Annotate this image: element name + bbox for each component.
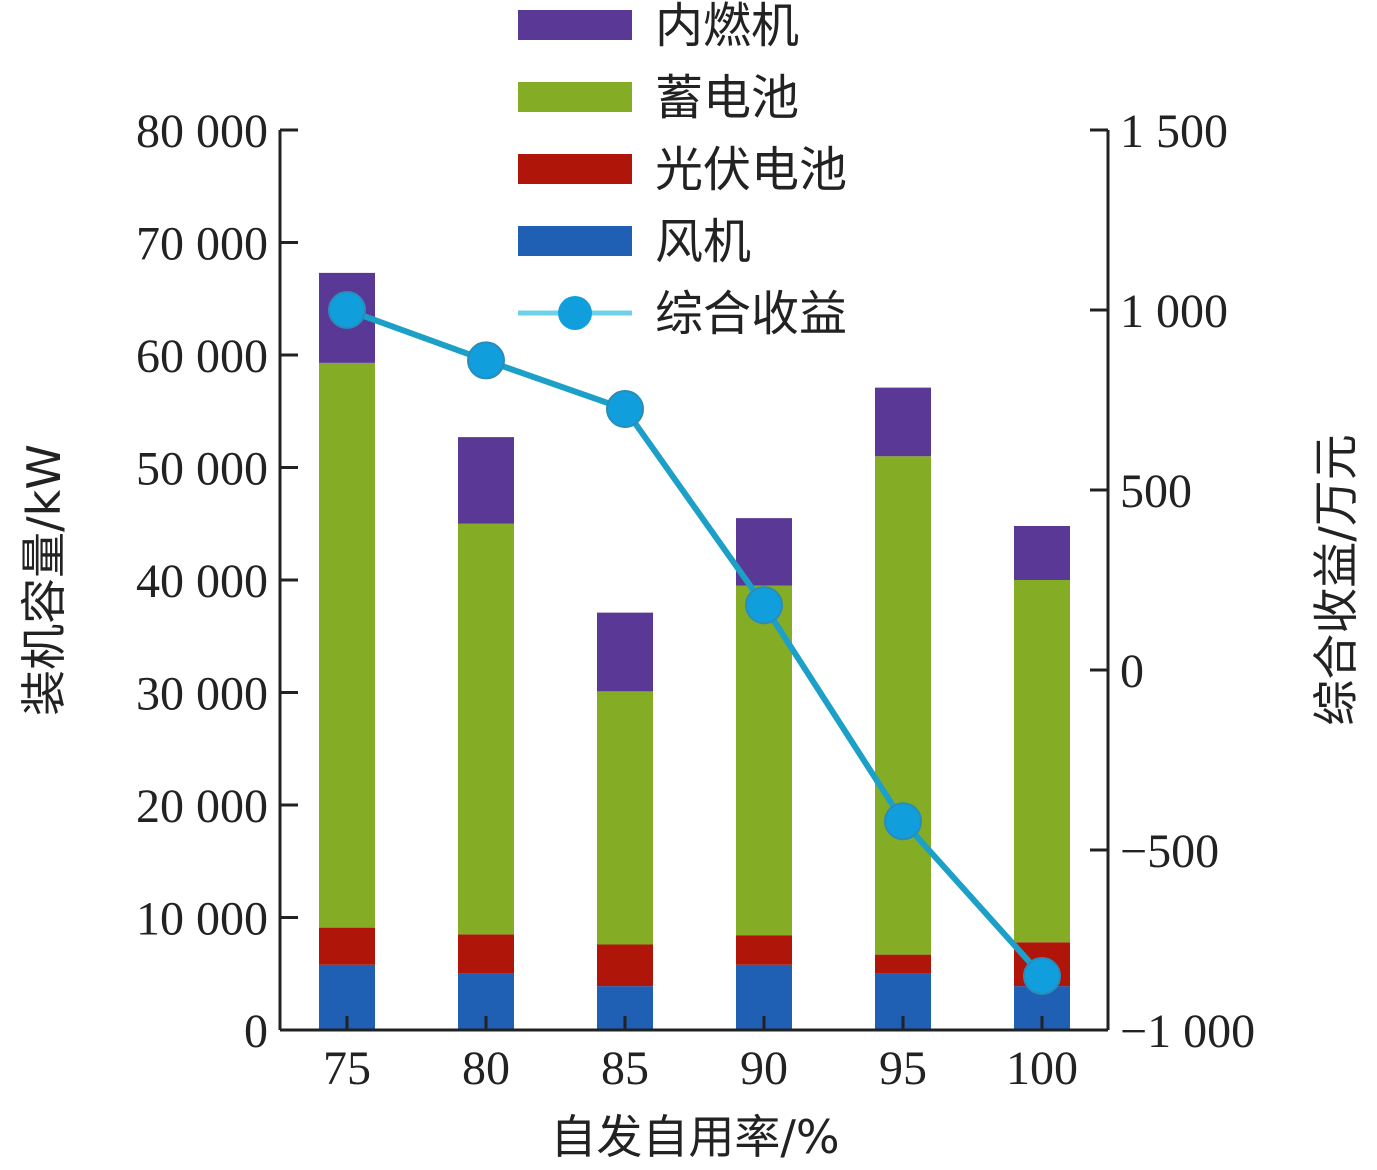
y2-axis-title: 综合收益/万元 bbox=[1309, 434, 1363, 726]
y2-tick-label: 1 000 bbox=[1120, 285, 1228, 338]
bar-segment bbox=[458, 934, 514, 974]
x-tick-label: 90 bbox=[740, 1042, 788, 1095]
y-tick-label: 10 000 bbox=[136, 893, 268, 946]
bar-segment bbox=[319, 362, 375, 928]
x-tick-label: 75 bbox=[323, 1042, 371, 1095]
bar-segment bbox=[458, 523, 514, 935]
y2-tick-label: −1 000 bbox=[1120, 1005, 1255, 1058]
bar-segment bbox=[597, 691, 653, 945]
legend-label: 综合收益 bbox=[655, 286, 847, 342]
line-series-path bbox=[345, 307, 1045, 979]
y-tick-label: 20 000 bbox=[136, 780, 268, 833]
line-point bbox=[884, 802, 922, 841]
y-tick-label: 70 000 bbox=[136, 218, 268, 271]
line-layer bbox=[328, 291, 1061, 995]
y-tick-label: 0 bbox=[244, 1005, 268, 1058]
legend-marker-swatch bbox=[558, 296, 592, 330]
y-tick-label: 50 000 bbox=[136, 443, 268, 496]
axes-layer: 0 10 000 20 000 30 000 40 000 50 000 60 000 70 … bbox=[136, 105, 1255, 1095]
bar-segment bbox=[458, 437, 514, 524]
y-tick-label: 80 000 bbox=[136, 105, 268, 158]
bar-segment bbox=[1014, 580, 1070, 943]
bar-segment bbox=[875, 954, 931, 974]
legend-label: 内燃机 bbox=[655, 0, 799, 54]
x-tick-label: 95 bbox=[879, 1042, 927, 1095]
x-tick-label: 100 bbox=[1006, 1042, 1078, 1095]
x-axis-title: 自发自用率/% bbox=[550, 1110, 839, 1164]
line-point bbox=[467, 341, 505, 380]
legend-swatch bbox=[518, 10, 632, 40]
line-point bbox=[745, 586, 783, 625]
bar-segment bbox=[736, 935, 792, 965]
y-tick-label: 60 000 bbox=[136, 330, 268, 383]
y2-tick-label: 0 bbox=[1120, 645, 1144, 698]
y-tick-label: 40 000 bbox=[136, 555, 268, 608]
y-tick-label: 30 000 bbox=[136, 668, 268, 721]
line-point bbox=[1023, 957, 1061, 995]
bar-segment bbox=[736, 585, 792, 936]
x-tick-label: 80 bbox=[462, 1042, 510, 1095]
legend-swatch bbox=[518, 82, 632, 112]
bar-segment bbox=[597, 612, 653, 692]
bar-segment bbox=[319, 927, 375, 965]
legend-label: 蓄电池 bbox=[655, 70, 799, 126]
x-tick-label: 85 bbox=[601, 1042, 649, 1095]
bar-layer bbox=[319, 272, 1070, 1030]
bar-segment bbox=[875, 456, 931, 955]
bar-segment bbox=[875, 387, 931, 457]
y-axis-title: 装机容量/kW bbox=[17, 444, 71, 716]
bar-segment bbox=[597, 944, 653, 987]
line-point bbox=[328, 291, 366, 329]
legend-swatch bbox=[518, 226, 632, 256]
y2-tick-label: −500 bbox=[1120, 825, 1219, 878]
line-point bbox=[606, 390, 644, 428]
legend-label: 光伏电池 bbox=[655, 142, 847, 198]
y2-tick-label: 500 bbox=[1120, 465, 1192, 518]
legend-swatch bbox=[518, 154, 632, 184]
y2-tick-label: 1 500 bbox=[1120, 105, 1228, 158]
legend-label: 风机 bbox=[655, 214, 751, 270]
bar-segment bbox=[1014, 526, 1070, 580]
